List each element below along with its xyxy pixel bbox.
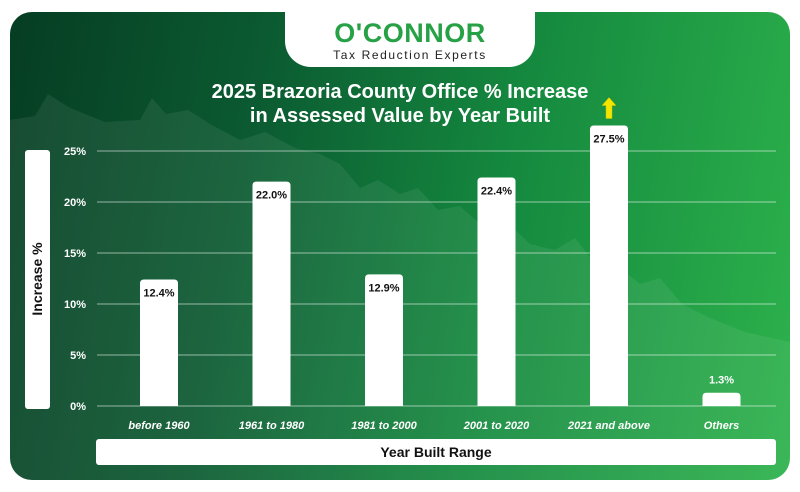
chart-title: 2025 Brazoria County Office % Increase i…	[140, 80, 660, 128]
y-tick-label: 5%	[70, 350, 86, 362]
logo-tagline: Tax Reduction Experts	[333, 48, 487, 62]
x-tick-label: 2021 and above	[567, 420, 650, 432]
bar-value-label: 1.3%	[709, 375, 734, 387]
logo: O'CONNOR Tax Reduction Experts	[285, 12, 535, 67]
bar-value-label: 27.5%	[593, 134, 624, 146]
y-tick-label: 15%	[64, 248, 86, 260]
bar	[590, 125, 628, 406]
x-tick-label: before 1960	[128, 420, 190, 432]
y-tick-label: 20%	[64, 197, 86, 209]
chart-title-line-1: 2025 Brazoria County Office % Increase	[211, 81, 589, 103]
x-tick-label: 1981 to 2000	[351, 420, 417, 432]
y-tick-label: 25%	[64, 146, 86, 158]
x-tick-label: Others	[704, 420, 739, 432]
x-axis-label: Year Built Range	[380, 444, 492, 460]
bar	[252, 181, 291, 406]
chart-title-line-2: in Assessed Value by Year Built	[249, 105, 551, 127]
bar	[365, 274, 403, 406]
x-tick-label: 2001 to 2020	[463, 420, 530, 432]
y-axis-label-box	[25, 150, 50, 409]
x-tick-label: 1961 to 1980	[239, 420, 305, 432]
bar-value-label: 12.9%	[368, 282, 399, 294]
bar	[477, 177, 516, 406]
y-tick-label: 0%	[70, 401, 86, 413]
y-tick-label: 10%	[64, 299, 86, 311]
x-axis-label-box: Year Built Range	[96, 439, 776, 465]
logo-wordmark: O'CONNOR	[334, 18, 486, 48]
bar	[140, 279, 178, 406]
increase-arrow-icon	[601, 97, 617, 119]
bar-value-label: 22.0%	[256, 190, 287, 202]
bar-value-label: 12.4%	[143, 288, 174, 300]
bar-value-label: 22.4%	[481, 186, 512, 198]
bar	[702, 392, 741, 406]
